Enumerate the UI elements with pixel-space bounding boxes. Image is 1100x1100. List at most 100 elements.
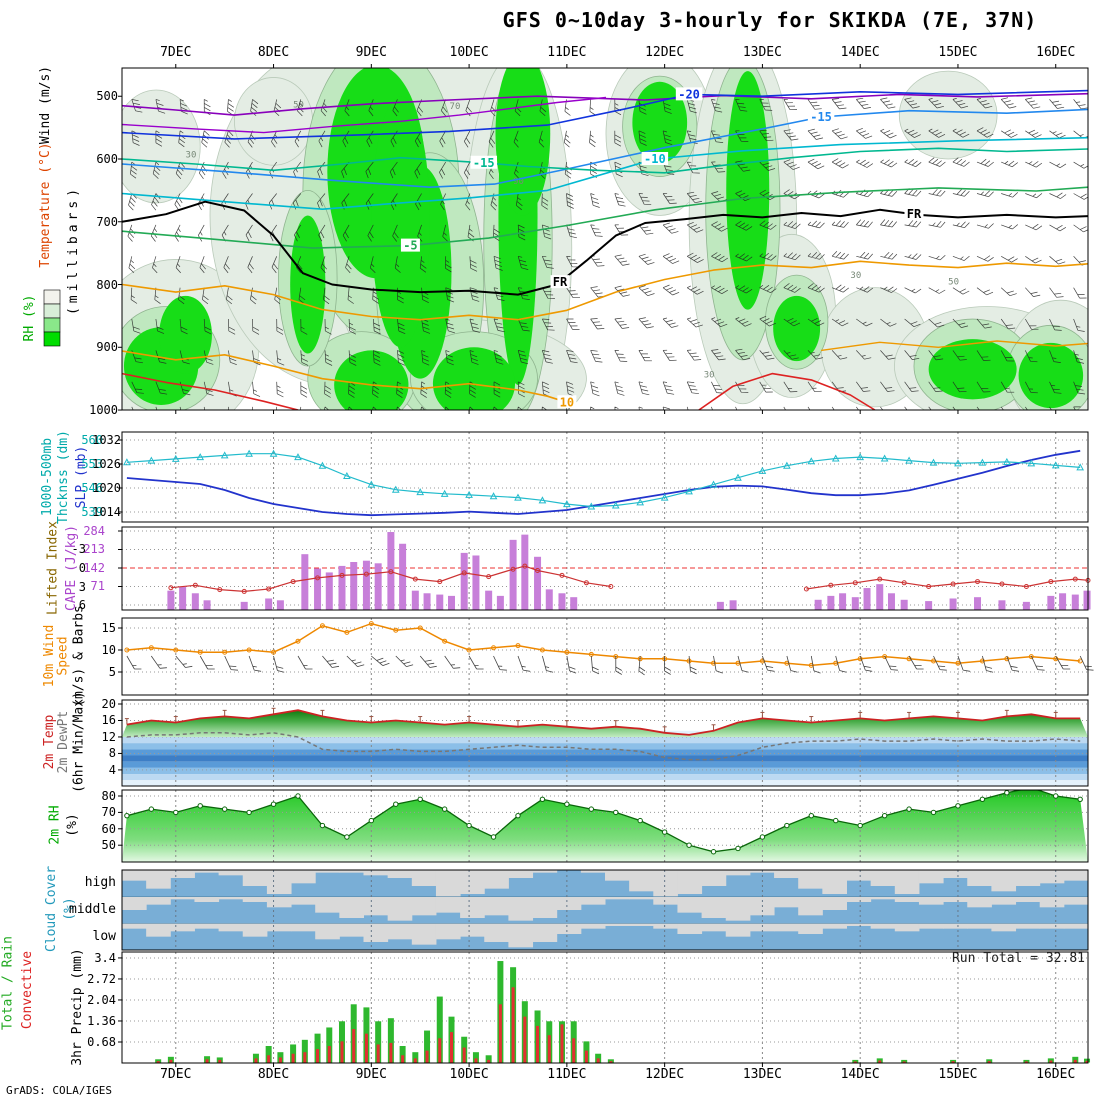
thickness-marker xyxy=(831,454,840,462)
wind-barb xyxy=(294,130,302,148)
cloud-amount-block xyxy=(894,870,920,894)
cape-bar xyxy=(423,593,431,610)
wind-barb xyxy=(174,193,183,211)
wind-barb xyxy=(952,350,967,361)
wind-barb xyxy=(638,317,654,329)
wind-barb xyxy=(300,350,309,366)
cloud-amount-block xyxy=(194,896,220,902)
precip-convective-bar xyxy=(1085,1060,1089,1063)
temp-contour xyxy=(122,89,1088,140)
wind-barb xyxy=(880,350,896,360)
page-title: GFS 0~10day 3-hourly for SKIKDA (7E, 37N… xyxy=(502,8,1038,32)
wind-barb xyxy=(711,285,728,295)
cloud-amount-block xyxy=(460,923,485,937)
rh-contour-label: 30 xyxy=(704,370,715,380)
cloud-amount-block xyxy=(460,870,485,894)
wind10m-marker xyxy=(417,625,423,631)
wind-barb xyxy=(976,223,994,229)
cloud-amount-block xyxy=(484,896,509,916)
cloud-amount-block xyxy=(170,870,195,878)
precip-convective-bar xyxy=(536,1025,540,1063)
precip-convective-bar xyxy=(547,1035,551,1063)
contour-label-bg xyxy=(470,155,498,169)
wind10m-marker xyxy=(515,643,521,649)
thickness-marker xyxy=(709,480,718,488)
wind-barb xyxy=(178,287,185,305)
grads-credit: GrADS: COLA/IGES xyxy=(6,1084,112,1097)
temp-band xyxy=(122,761,1088,768)
precip-convective-bar xyxy=(474,1058,478,1063)
cloud-amount-block xyxy=(315,896,340,913)
cloud-amount-block xyxy=(749,923,775,932)
cape-bar xyxy=(399,543,407,610)
wind-barb xyxy=(1049,224,1067,232)
wind-barb xyxy=(493,255,503,271)
wind-barb xyxy=(202,287,209,305)
cloud-amount-block xyxy=(725,870,751,876)
thickness-marker xyxy=(171,454,180,462)
wind-barb xyxy=(759,381,773,393)
wind-barb xyxy=(856,97,871,109)
cloud-amount-block xyxy=(1039,923,1065,929)
cape-bar xyxy=(851,597,859,610)
wind10m-marker xyxy=(955,660,961,666)
cloud-amount-block xyxy=(725,896,751,921)
cloud-amount-block xyxy=(798,923,823,934)
wind-barb xyxy=(880,318,897,327)
cloud-amount-block xyxy=(677,896,703,913)
wind-barb xyxy=(131,130,140,146)
wind-barb xyxy=(151,193,161,211)
lifted-index-marker xyxy=(486,574,492,580)
wind-barb xyxy=(493,381,501,398)
wind-barb xyxy=(513,130,519,148)
wind-barb xyxy=(711,406,713,410)
wind-barb xyxy=(226,287,233,305)
wind-barb xyxy=(515,193,523,211)
precip-total-bar xyxy=(252,1053,259,1063)
cloud-amount-block xyxy=(1015,896,1041,902)
contour-label-bg xyxy=(904,207,924,221)
wind-barb xyxy=(198,161,207,180)
wind-barb xyxy=(490,193,498,211)
cape-bar xyxy=(1022,601,1030,610)
rh2m-marker xyxy=(1053,793,1059,799)
cloud-amount-block xyxy=(822,923,847,929)
wind-barb xyxy=(320,256,327,274)
wind-barb xyxy=(463,161,471,179)
wind-barb xyxy=(252,406,253,410)
temp-contour xyxy=(122,260,1088,321)
cloud-amount-block xyxy=(846,896,872,902)
thickness-marker xyxy=(440,489,449,497)
cloud-amount-block xyxy=(605,896,630,900)
wind-barb xyxy=(686,349,702,361)
wind-barb xyxy=(367,224,374,242)
contour-label: -15 xyxy=(810,110,832,124)
wind-barb xyxy=(807,381,822,393)
wind-barb xyxy=(197,193,205,211)
wind-barb xyxy=(952,98,969,109)
wind-barb xyxy=(252,350,261,366)
wind-barb xyxy=(397,318,406,335)
wind10m-barb xyxy=(1055,655,1071,670)
wind-barb xyxy=(759,129,774,142)
wind-barb xyxy=(1073,381,1086,395)
lifted-index-marker xyxy=(363,571,369,577)
cloud-amount-block xyxy=(677,923,703,934)
cloud-amount-block xyxy=(629,923,654,926)
wind10m-marker xyxy=(882,654,888,660)
lifted-index-marker xyxy=(950,581,956,587)
precip-convective-bar xyxy=(413,1058,417,1063)
wind-barb xyxy=(856,350,872,360)
wind10m-barb xyxy=(982,655,994,673)
wind-barb xyxy=(440,193,447,211)
cape-bar xyxy=(876,584,884,610)
wind-barb xyxy=(271,256,279,274)
cloud-amount-block xyxy=(918,870,944,884)
wind-barb xyxy=(252,318,260,335)
wind-barb xyxy=(904,159,922,168)
wind-barb xyxy=(976,381,991,393)
rh2m-panel xyxy=(122,790,1088,862)
wind-barb xyxy=(224,130,234,148)
lifted-index-marker xyxy=(1023,584,1029,590)
cloud-amount-block xyxy=(701,870,727,886)
